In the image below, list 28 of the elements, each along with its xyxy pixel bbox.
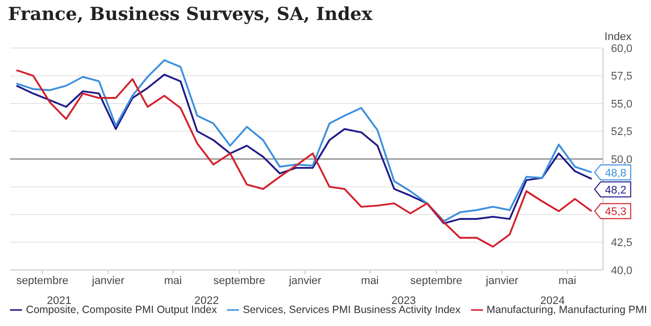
x-tick-label: janvier — [484, 274, 519, 287]
x-tick-label: mai — [361, 274, 379, 287]
y-tick-label: 55,0 — [611, 98, 632, 110]
chart-title: France, Business Surveys, SA, Index — [8, 4, 372, 25]
text: 2021 — [46, 294, 72, 307]
x-tick-label: mai — [164, 274, 182, 287]
x-tick-label: septembre — [410, 274, 462, 287]
legend-label: Composite, Composite PMI Output Index — [26, 304, 217, 316]
legend-label: Services, Services PMI Business Activity Index — [242, 304, 461, 316]
x-tick-label: septembre — [213, 274, 266, 287]
data-label: 48,8 — [604, 167, 626, 180]
y-tick-label: 50,0 — [611, 154, 632, 166]
y-tick-label: 42,5 — [611, 237, 632, 250]
x-tick-label: mai — [558, 274, 576, 287]
y-tick-label: 60,0 — [611, 42, 632, 55]
y-tick-label: 57,5 — [611, 70, 632, 83]
x-tick-label: janvier — [288, 274, 322, 287]
x-tick-label: septembre — [16, 274, 68, 287]
data-label: 45,3 — [604, 206, 626, 218]
text: 2024 — [540, 294, 565, 307]
y-axis-title: Index — [604, 31, 632, 43]
y-tick-label: 40,0 — [611, 264, 632, 277]
x-tick-label: janvier — [91, 274, 125, 287]
text: 2022 — [194, 294, 219, 307]
legend-label: Manufacturing, Manufacturing PMI — [486, 304, 648, 316]
line-series — [16, 69, 593, 248]
y-tick-label: 52,5 — [611, 126, 632, 138]
data-label: 48,2 — [604, 184, 626, 196]
